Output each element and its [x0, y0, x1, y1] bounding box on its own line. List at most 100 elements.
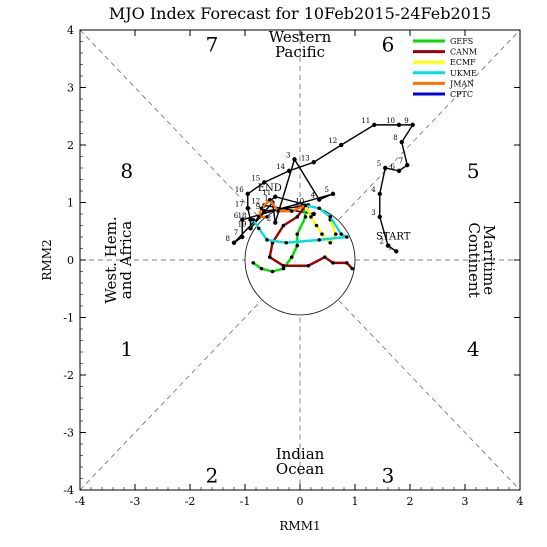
- observed-day-label: 4: [311, 192, 316, 200]
- observed-point: [286, 168, 292, 174]
- y-tick-label: 4: [67, 24, 74, 37]
- region-label-line: Ocean: [276, 460, 325, 478]
- forecast-point: [344, 235, 349, 239]
- forecast-line-ecmf: [304, 204, 338, 245]
- forecast-point: [251, 261, 256, 265]
- x-tick-label: -2: [185, 495, 196, 508]
- forecast-point: [276, 209, 280, 213]
- diagonal-guide: [79, 29, 262, 220]
- observed-day-label: 9: [404, 117, 408, 125]
- diagonal-guide: [79, 300, 262, 491]
- observed-day-label: 8: [226, 235, 230, 243]
- observed-day-label: 18: [238, 212, 247, 220]
- observed-day-label: 2: [267, 215, 271, 223]
- observed-point: [240, 234, 245, 240]
- observed-day-label: 1: [264, 195, 268, 203]
- forecast-point: [256, 215, 261, 219]
- forecast-point: [265, 238, 269, 242]
- x-axis-label: RMM1: [279, 519, 320, 533]
- unit-circle: [244, 204, 356, 316]
- forecast-point: [289, 209, 294, 213]
- x-tick-label: -3: [130, 495, 141, 508]
- observed-day-label: 13: [301, 206, 310, 214]
- observed-day-label: 9: [256, 203, 260, 211]
- observed-point: [311, 211, 316, 217]
- forecast-point: [333, 232, 338, 236]
- observed-point: [385, 243, 391, 248]
- observed-point: [248, 226, 253, 231]
- legend-label: CPTC: [450, 90, 473, 99]
- observed-point: [330, 191, 336, 197]
- forecast-point: [331, 261, 335, 265]
- observed-point: [262, 180, 267, 185]
- x-tick-label: -1: [240, 495, 251, 508]
- observed-day-label: 12: [251, 197, 260, 205]
- observed-day-label: 12: [328, 137, 337, 145]
- observed-day-label: 2: [380, 238, 384, 246]
- observed-day-label: 6: [391, 163, 396, 171]
- forecast-point: [295, 215, 300, 219]
- y-tick-label: -3: [63, 427, 74, 440]
- phase-label: 4: [467, 337, 480, 361]
- forecast-point: [317, 238, 322, 242]
- region-label-line: Maritime: [480, 225, 498, 295]
- observed-day-label: 5: [325, 186, 329, 194]
- x-tick-label: 1: [352, 495, 359, 508]
- forecast-point: [281, 223, 286, 228]
- diagonal-guide: [338, 29, 521, 220]
- forecast-point: [339, 232, 344, 236]
- forecast-point: [289, 255, 294, 259]
- observed-point: [292, 157, 297, 162]
- forecast-point: [350, 266, 355, 271]
- observed-day-label: 10: [295, 197, 304, 205]
- forecast-point: [259, 266, 264, 271]
- observed-point: [273, 220, 278, 225]
- phase-label: 5: [467, 159, 480, 183]
- observed-point: [377, 214, 382, 220]
- region-label-line: Western: [269, 28, 332, 46]
- forecast-point: [267, 255, 272, 259]
- y-tick-label: -2: [63, 369, 74, 382]
- phase-label: 1: [120, 337, 133, 361]
- observed-point: [396, 168, 402, 174]
- observed-day-label: 3: [371, 209, 375, 217]
- observed-day-label: 8: [393, 134, 397, 142]
- phase-label: 6: [382, 32, 395, 56]
- chart-title: MJO Index Forecast for 10Feb2015-24Feb20…: [109, 4, 491, 23]
- observed-day-label: 13: [301, 154, 310, 162]
- observed-day-label: 10: [386, 117, 395, 125]
- x-tick-label: 4: [517, 495, 524, 508]
- observed-point: [399, 139, 404, 145]
- forecast-point: [270, 269, 275, 274]
- observed-point: [262, 208, 267, 214]
- observed-point: [405, 162, 410, 168]
- observed-day-label: 11: [262, 189, 271, 197]
- forecast-point: [306, 263, 311, 268]
- forecast-point: [295, 232, 300, 236]
- diagonal-guide: [338, 300, 521, 491]
- phase-guides: [79, 29, 521, 491]
- observed-point: [372, 122, 377, 128]
- forecast-line-ukme: [252, 204, 351, 244]
- legend-label: CANM: [450, 48, 477, 57]
- phase-label: 8: [120, 159, 133, 183]
- forecast-point: [303, 215, 308, 219]
- legend-label: GEFS: [450, 37, 473, 46]
- region-label-line: West. Hem.: [102, 216, 120, 303]
- observed-day-label: 6: [234, 212, 239, 220]
- observed-day-label: 3: [286, 151, 290, 159]
- phase-label: 3: [382, 464, 395, 488]
- y-tick-label: 1: [67, 197, 74, 210]
- observed-point: [396, 122, 402, 128]
- x-tick-label: 0: [297, 495, 304, 508]
- region-label: West. Hem.and Africa: [102, 216, 135, 303]
- forecast-point: [256, 226, 261, 231]
- observed-day-label: 14: [276, 163, 285, 171]
- observed-point: [245, 191, 250, 197]
- forecast-tracks: [251, 197, 355, 274]
- observed-point: [410, 122, 415, 128]
- phase-label: 7: [206, 32, 219, 56]
- forecast-point: [295, 243, 300, 248]
